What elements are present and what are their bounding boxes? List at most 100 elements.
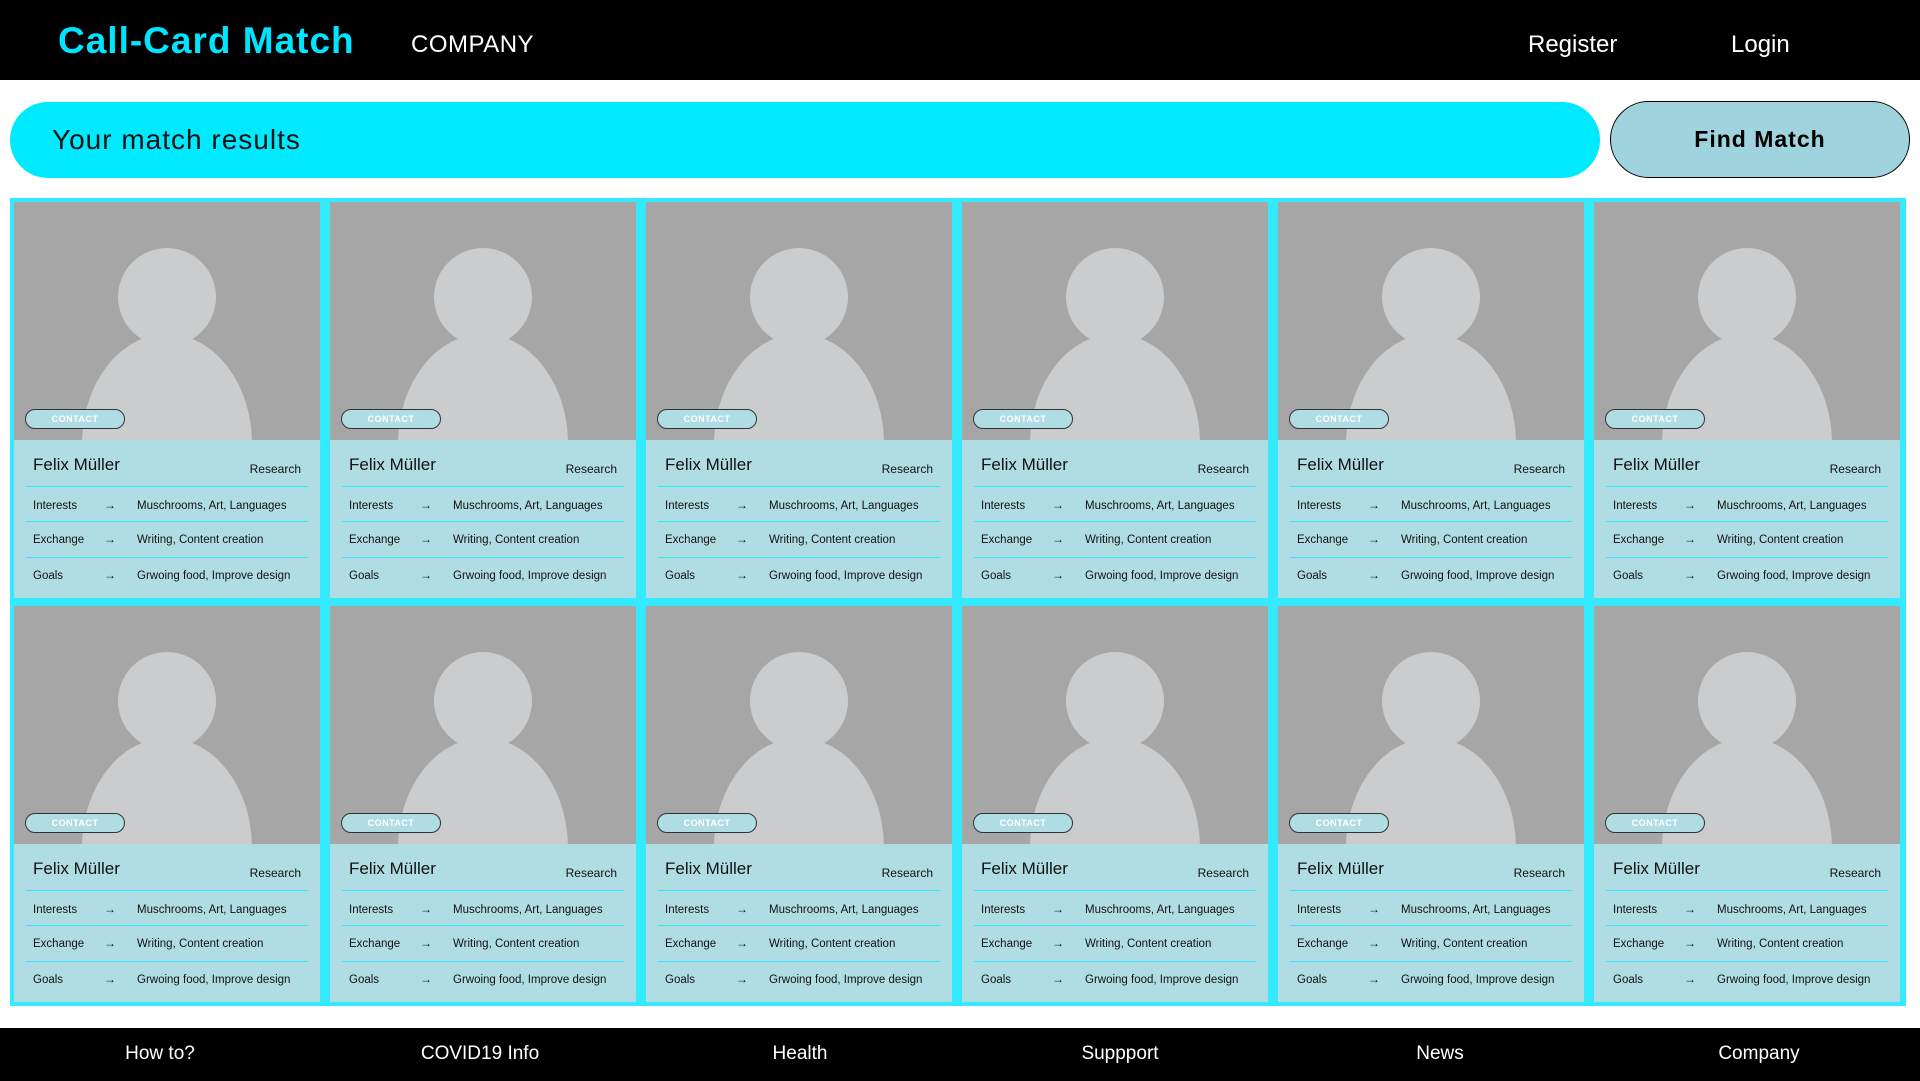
- match-card[interactable]: CONTACT Felix Müller Research Interests …: [962, 202, 1268, 598]
- brand-logo[interactable]: Call-Card Match: [58, 20, 355, 61]
- goals-value: Grwoing food, Improve design: [1085, 570, 1239, 582]
- divider: [658, 486, 940, 487]
- divider: [342, 890, 624, 891]
- arrow-right-icon: →: [736, 972, 748, 986]
- arrow-right-icon: →: [1368, 902, 1380, 916]
- match-card[interactable]: CONTACT Felix Müller Research Interests …: [14, 202, 320, 598]
- interests-label: Interests: [665, 500, 710, 512]
- goals-label: Goals: [1613, 974, 1644, 986]
- avatar-placeholder-icon: [118, 248, 216, 346]
- card-role: Research: [1829, 462, 1881, 476]
- goals-label: Goals: [1297, 974, 1328, 986]
- contact-button[interactable]: CONTACT: [1289, 813, 1389, 833]
- contact-button[interactable]: CONTACT: [973, 813, 1073, 833]
- divider: [1606, 486, 1888, 487]
- divider: [26, 486, 308, 487]
- arrow-right-icon: →: [1368, 936, 1380, 950]
- exchange-value: Writing, Content creation: [1085, 938, 1212, 950]
- arrow-right-icon: →: [1684, 972, 1696, 986]
- contact-button[interactable]: CONTACT: [1605, 813, 1705, 833]
- exchange-label: Exchange: [1613, 534, 1665, 546]
- arrow-right-icon: →: [420, 936, 432, 950]
- avatar-placeholder-icon: [1698, 248, 1796, 346]
- card-name: Felix Müller: [1297, 455, 1384, 474]
- match-card[interactable]: CONTACT Felix Müller Research Interests …: [962, 606, 1268, 1002]
- footer-link[interactable]: Company: [1718, 1043, 1800, 1064]
- avatar-placeholder-icon: [1066, 652, 1164, 750]
- match-card[interactable]: CONTACT Felix Müller Research Interests …: [1278, 606, 1584, 1002]
- interests-label: Interests: [665, 904, 710, 916]
- exchange-label: Exchange: [1613, 938, 1665, 950]
- divider: [342, 486, 624, 487]
- arrow-right-icon: →: [1052, 936, 1064, 950]
- footer-link[interactable]: How to?: [125, 1043, 195, 1064]
- divider: [974, 961, 1256, 962]
- divider: [658, 925, 940, 926]
- contact-button[interactable]: CONTACT: [657, 409, 757, 429]
- match-card[interactable]: CONTACT Felix Müller Research Interests …: [14, 606, 320, 1002]
- find-match-button[interactable]: Find Match: [1610, 101, 1910, 178]
- match-card[interactable]: CONTACT Felix Müller Research Interests …: [646, 606, 952, 1002]
- divider: [1606, 925, 1888, 926]
- nav-company-link[interactable]: COMPANY: [411, 31, 535, 58]
- exchange-value: Writing, Content creation: [1085, 534, 1212, 546]
- login-link[interactable]: Login: [1731, 31, 1790, 58]
- card-name: Felix Müller: [33, 455, 120, 474]
- arrow-right-icon: →: [1368, 532, 1380, 546]
- contact-button[interactable]: CONTACT: [341, 813, 441, 833]
- match-card[interactable]: CONTACT Felix Müller Research Interests …: [646, 202, 952, 598]
- divider: [658, 557, 940, 558]
- card-role: Research: [565, 462, 617, 476]
- match-card[interactable]: CONTACT Felix Müller Research Interests …: [1594, 202, 1900, 598]
- divider: [1290, 521, 1572, 522]
- divider: [1290, 486, 1572, 487]
- arrow-right-icon: →: [736, 902, 748, 916]
- match-card[interactable]: CONTACT Felix Müller Research Interests …: [1594, 606, 1900, 1002]
- match-card[interactable]: CONTACT Felix Müller Research Interests …: [1278, 202, 1584, 598]
- contact-button[interactable]: CONTACT: [1289, 409, 1389, 429]
- exchange-label: Exchange: [665, 534, 717, 546]
- exchange-label: Exchange: [981, 534, 1033, 546]
- exchange-value: Writing, Content creation: [137, 938, 264, 950]
- goals-value: Grwoing food, Improve design: [453, 974, 607, 986]
- divider: [974, 890, 1256, 891]
- card-name: Felix Müller: [1613, 455, 1700, 474]
- divider: [1290, 890, 1572, 891]
- contact-button[interactable]: CONTACT: [1605, 409, 1705, 429]
- footer-link[interactable]: Health: [772, 1043, 828, 1064]
- arrow-right-icon: →: [104, 936, 116, 950]
- arrow-right-icon: →: [420, 532, 432, 546]
- card-role: Research: [881, 462, 933, 476]
- match-card[interactable]: CONTACT Felix Müller Research Interests …: [330, 202, 636, 598]
- arrow-right-icon: →: [736, 568, 748, 582]
- divider: [342, 961, 624, 962]
- exchange-value: Writing, Content creation: [1717, 938, 1844, 950]
- contact-button[interactable]: CONTACT: [657, 813, 757, 833]
- card-name: Felix Müller: [1297, 859, 1384, 878]
- match-results-bar[interactable]: Your match results: [10, 102, 1600, 178]
- divider: [1606, 890, 1888, 891]
- avatar-placeholder-icon: [1066, 248, 1164, 346]
- divider: [26, 961, 308, 962]
- contact-button[interactable]: CONTACT: [25, 813, 125, 833]
- interests-label: Interests: [33, 904, 78, 916]
- avatar-placeholder-icon: [118, 652, 216, 750]
- card-role: Research: [249, 866, 301, 880]
- arrow-right-icon: →: [1052, 568, 1064, 582]
- interests-value: Muschrooms, Art, Languages: [137, 904, 287, 916]
- card-name: Felix Müller: [981, 455, 1068, 474]
- register-link[interactable]: Register: [1528, 31, 1618, 58]
- match-card[interactable]: CONTACT Felix Müller Research Interests …: [330, 606, 636, 1002]
- exchange-value: Writing, Content creation: [137, 534, 264, 546]
- interests-value: Muschrooms, Art, Languages: [1401, 904, 1551, 916]
- profile-photo: CONTACT: [1594, 202, 1900, 440]
- contact-button[interactable]: CONTACT: [25, 409, 125, 429]
- contact-button[interactable]: CONTACT: [973, 409, 1073, 429]
- footer-link[interactable]: COVID19 Info: [420, 1043, 540, 1064]
- interests-value: Muschrooms, Art, Languages: [1085, 904, 1235, 916]
- footer-link[interactable]: Suppport: [1081, 1043, 1159, 1064]
- footer-link[interactable]: News: [1416, 1043, 1464, 1064]
- contact-button[interactable]: CONTACT: [341, 409, 441, 429]
- arrow-right-icon: →: [104, 902, 116, 916]
- arrow-right-icon: →: [1052, 498, 1064, 512]
